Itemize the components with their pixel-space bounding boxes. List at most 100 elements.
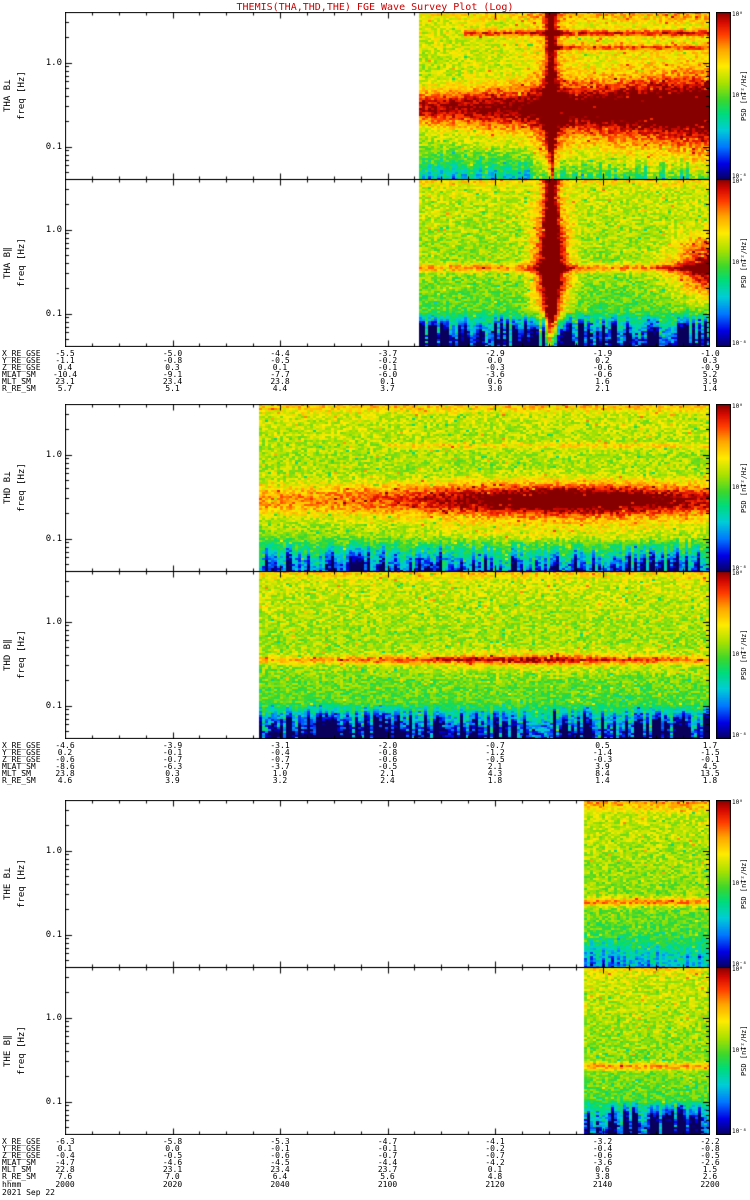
colorbar-tick-label: 10⁻⁴ [732,1047,747,1054]
time-tick-label: 2200 [700,1180,720,1189]
ephemeris-value: -3.6 [485,370,505,379]
ephemeris-value: -0.7 [162,755,183,764]
colorbar-tick-label: 10⁰ [732,966,743,973]
freq-axis-label: freq [Hz] [17,238,27,288]
freq-tick-label: 1.0 [45,224,62,235]
colorbar-tick-label: 10⁻⁸ [732,340,747,347]
ephemeris-value: 1.6 [595,377,610,386]
ephemeris-value: -2.0 [377,741,398,750]
colorbar-axis-label: PSD [nT²/Hz] [740,462,748,514]
colorbar-tick-label: 10⁰ [732,11,743,18]
ephemeris-row-label: X_RE_GSE [2,741,41,750]
ephemeris-value: 1.8 [487,776,503,785]
ephemeris-value: 7.0 [165,1172,180,1181]
freq-axis-label: freq [Hz] [17,630,27,680]
spectrogram-tha-bperp [65,12,710,180]
ephemeris-value: -0.7 [270,755,290,764]
ephemeris-value: -8.6 [55,762,75,771]
ephemeris-value: -1.2 [485,748,505,757]
freq-tick-label: 0.1 [45,929,62,940]
colorbar-tick-label: 10⁰ [732,799,743,806]
ephemeris-value: 13.5 [700,769,720,778]
ephemeris-value: -4.5 [270,1158,290,1167]
freq-tick-label: 1.0 [45,616,62,627]
colorbar-tick-label: 10⁻⁸ [732,173,747,180]
ephemeris-value: -6.3 [55,1137,75,1146]
ephemeris-value: -3.7 [270,762,290,771]
ephemeris-value: -6.0 [377,370,398,379]
ephemeris-value: -1.0 [700,349,720,358]
ephemeris-value: -0.7 [485,741,505,750]
ephemeris-value: 1.4 [702,384,718,393]
ephemeris-value: 5.6 [380,1172,395,1181]
colorbar-axis-label: PSD [nT²/Hz] [740,858,748,910]
ephemeris-value: -0.6 [592,1151,613,1160]
time-axis-label: hhmm [2,1180,22,1189]
ephemeris-value: 1.5 [702,1165,718,1174]
ephemeris-value: 0.1 [487,1165,503,1174]
panel-label-the-bpar: THE B∥ [3,1035,13,1067]
ephemeris-value: -2.6 [700,1158,720,1167]
ephemeris-value: 22.8 [55,1165,75,1174]
ephemeris-value: 3.8 [595,1172,610,1181]
ephemeris-value: 6.4 [272,1172,288,1181]
ephemeris-value: -0.6 [377,755,398,764]
ephemeris-row-label: MLAT_SM [2,370,36,379]
ephemeris-value: 2.1 [380,769,395,778]
colorbar-thd-bperp [716,404,731,572]
ephemeris-value: -0.4 [270,748,290,757]
time-tick-label: 2120 [485,1180,505,1189]
plot-title: THEMIS(THA,THD,THE) FGE Wave Survey Plot… [236,2,514,13]
ephemeris-value: -1.1 [55,356,75,365]
colorbar-tick-label: 10⁻⁴ [732,651,747,658]
ephemeris-value: 0.3 [702,356,718,365]
ephemeris-value: -3.9 [162,741,183,750]
ephemeris-value: 0.2 [57,748,73,757]
ephemeris-value: -0.5 [162,1151,183,1160]
ephemeris-row-label: MLT_SM [2,377,31,386]
ephemeris-value: -5.3 [270,1137,290,1146]
ephemeris-value: -0.2 [485,1144,505,1153]
ephemeris-value: 3.9 [702,377,718,386]
colorbar-axis-label: PSD [nT²/Hz] [740,237,748,289]
date-label: 2021 Sep 22 [2,1188,55,1197]
ephemeris-value: -0.1 [377,1144,398,1153]
ephemeris-row-label: Z_RE_GSE [2,1151,41,1160]
colorbar-axis-label: PSD [nT²/Hz] [740,70,748,122]
ephemeris-row-label: Z_RE_GSE [2,363,41,372]
ephemeris-value: -0.2 [377,356,398,365]
ephemeris-row-label: MLT_SM [2,769,31,778]
freq-tick-label: 0.1 [45,308,62,319]
ephemeris-row-label: Y_RE_GSE [2,748,41,757]
ephemeris-value: 2.4 [380,776,395,785]
ephemeris-value: 23.4 [162,377,183,386]
ephemeris-value: 3.2 [272,776,288,785]
panel-label-the-bperp: THE B⊥ [3,867,13,901]
ephemeris-value: 1.4 [595,776,610,785]
colorbar-the-bpar [716,967,731,1135]
ephemeris-value: 0.2 [595,356,610,365]
freq-tick-label: 1.0 [45,845,62,856]
freq-tick-label: 0.1 [45,1096,62,1107]
colorbar-the-bperp [716,800,731,968]
freq-tick-label: 1.0 [45,57,62,68]
ephemeris-value: -4.1 [485,1137,505,1146]
colorbar-tick-label: 10⁻⁸ [732,732,747,739]
ephemeris-value: 8.4 [595,769,610,778]
time-tick-label: 2000 [55,1180,75,1189]
ephemeris-value: 5.1 [165,384,180,393]
ephemeris-value: -0.1 [162,748,183,757]
ephemeris-value: 23.8 [55,769,75,778]
ephemeris-row-label: Y_RE_GSE [2,1144,41,1153]
ephemeris-value: 0.3 [165,769,180,778]
ephemeris-value: 0.4 [57,363,73,372]
ephemeris-value: -0.3 [592,755,613,764]
freq-tick-label: 0.1 [45,141,62,152]
ephemeris-value: -4.4 [377,1158,398,1167]
ephemeris-value: 5.7 [57,384,73,393]
colorbar-thd-bpar [716,571,731,739]
ephemeris-value: 0.1 [57,1144,73,1153]
ephemeris-value: -7.7 [270,370,290,379]
ephemeris-value: -5.0 [162,349,183,358]
colorbar-tick-label: 10⁻⁴ [732,92,747,99]
